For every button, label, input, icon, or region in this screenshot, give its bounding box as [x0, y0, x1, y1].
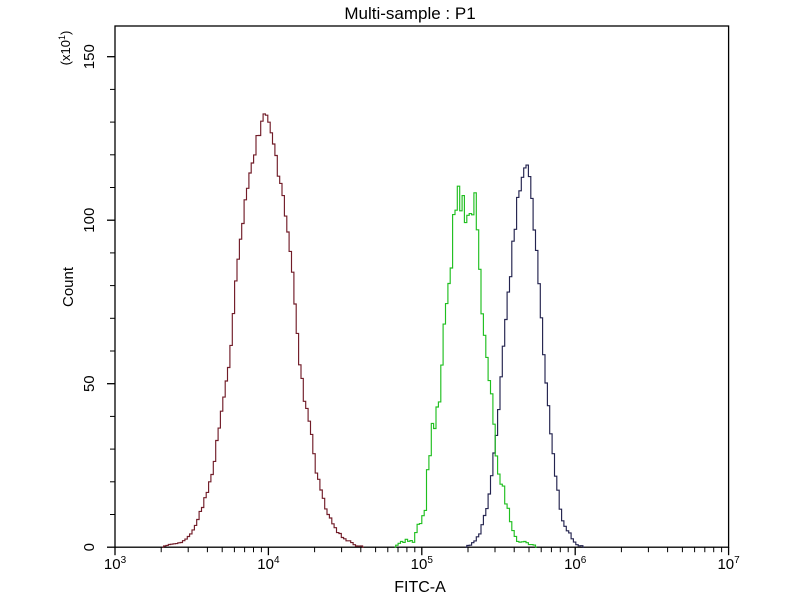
svg-text:Multi-sample : P1: Multi-sample : P1 — [344, 4, 475, 23]
svg-text:50: 50 — [81, 375, 98, 392]
svg-text:150: 150 — [81, 44, 98, 69]
svg-text:104: 104 — [257, 555, 280, 573]
svg-text:107: 107 — [717, 555, 740, 573]
svg-text:106: 106 — [564, 555, 587, 573]
svg-text:(x101): (x101) — [57, 31, 73, 66]
svg-text:Count: Count — [60, 266, 77, 307]
svg-text:FITC-A: FITC-A — [394, 579, 446, 596]
svg-text:103: 103 — [104, 555, 127, 573]
svg-text:100: 100 — [81, 208, 98, 233]
svg-text:0: 0 — [81, 543, 98, 551]
svg-text:105: 105 — [411, 555, 434, 573]
